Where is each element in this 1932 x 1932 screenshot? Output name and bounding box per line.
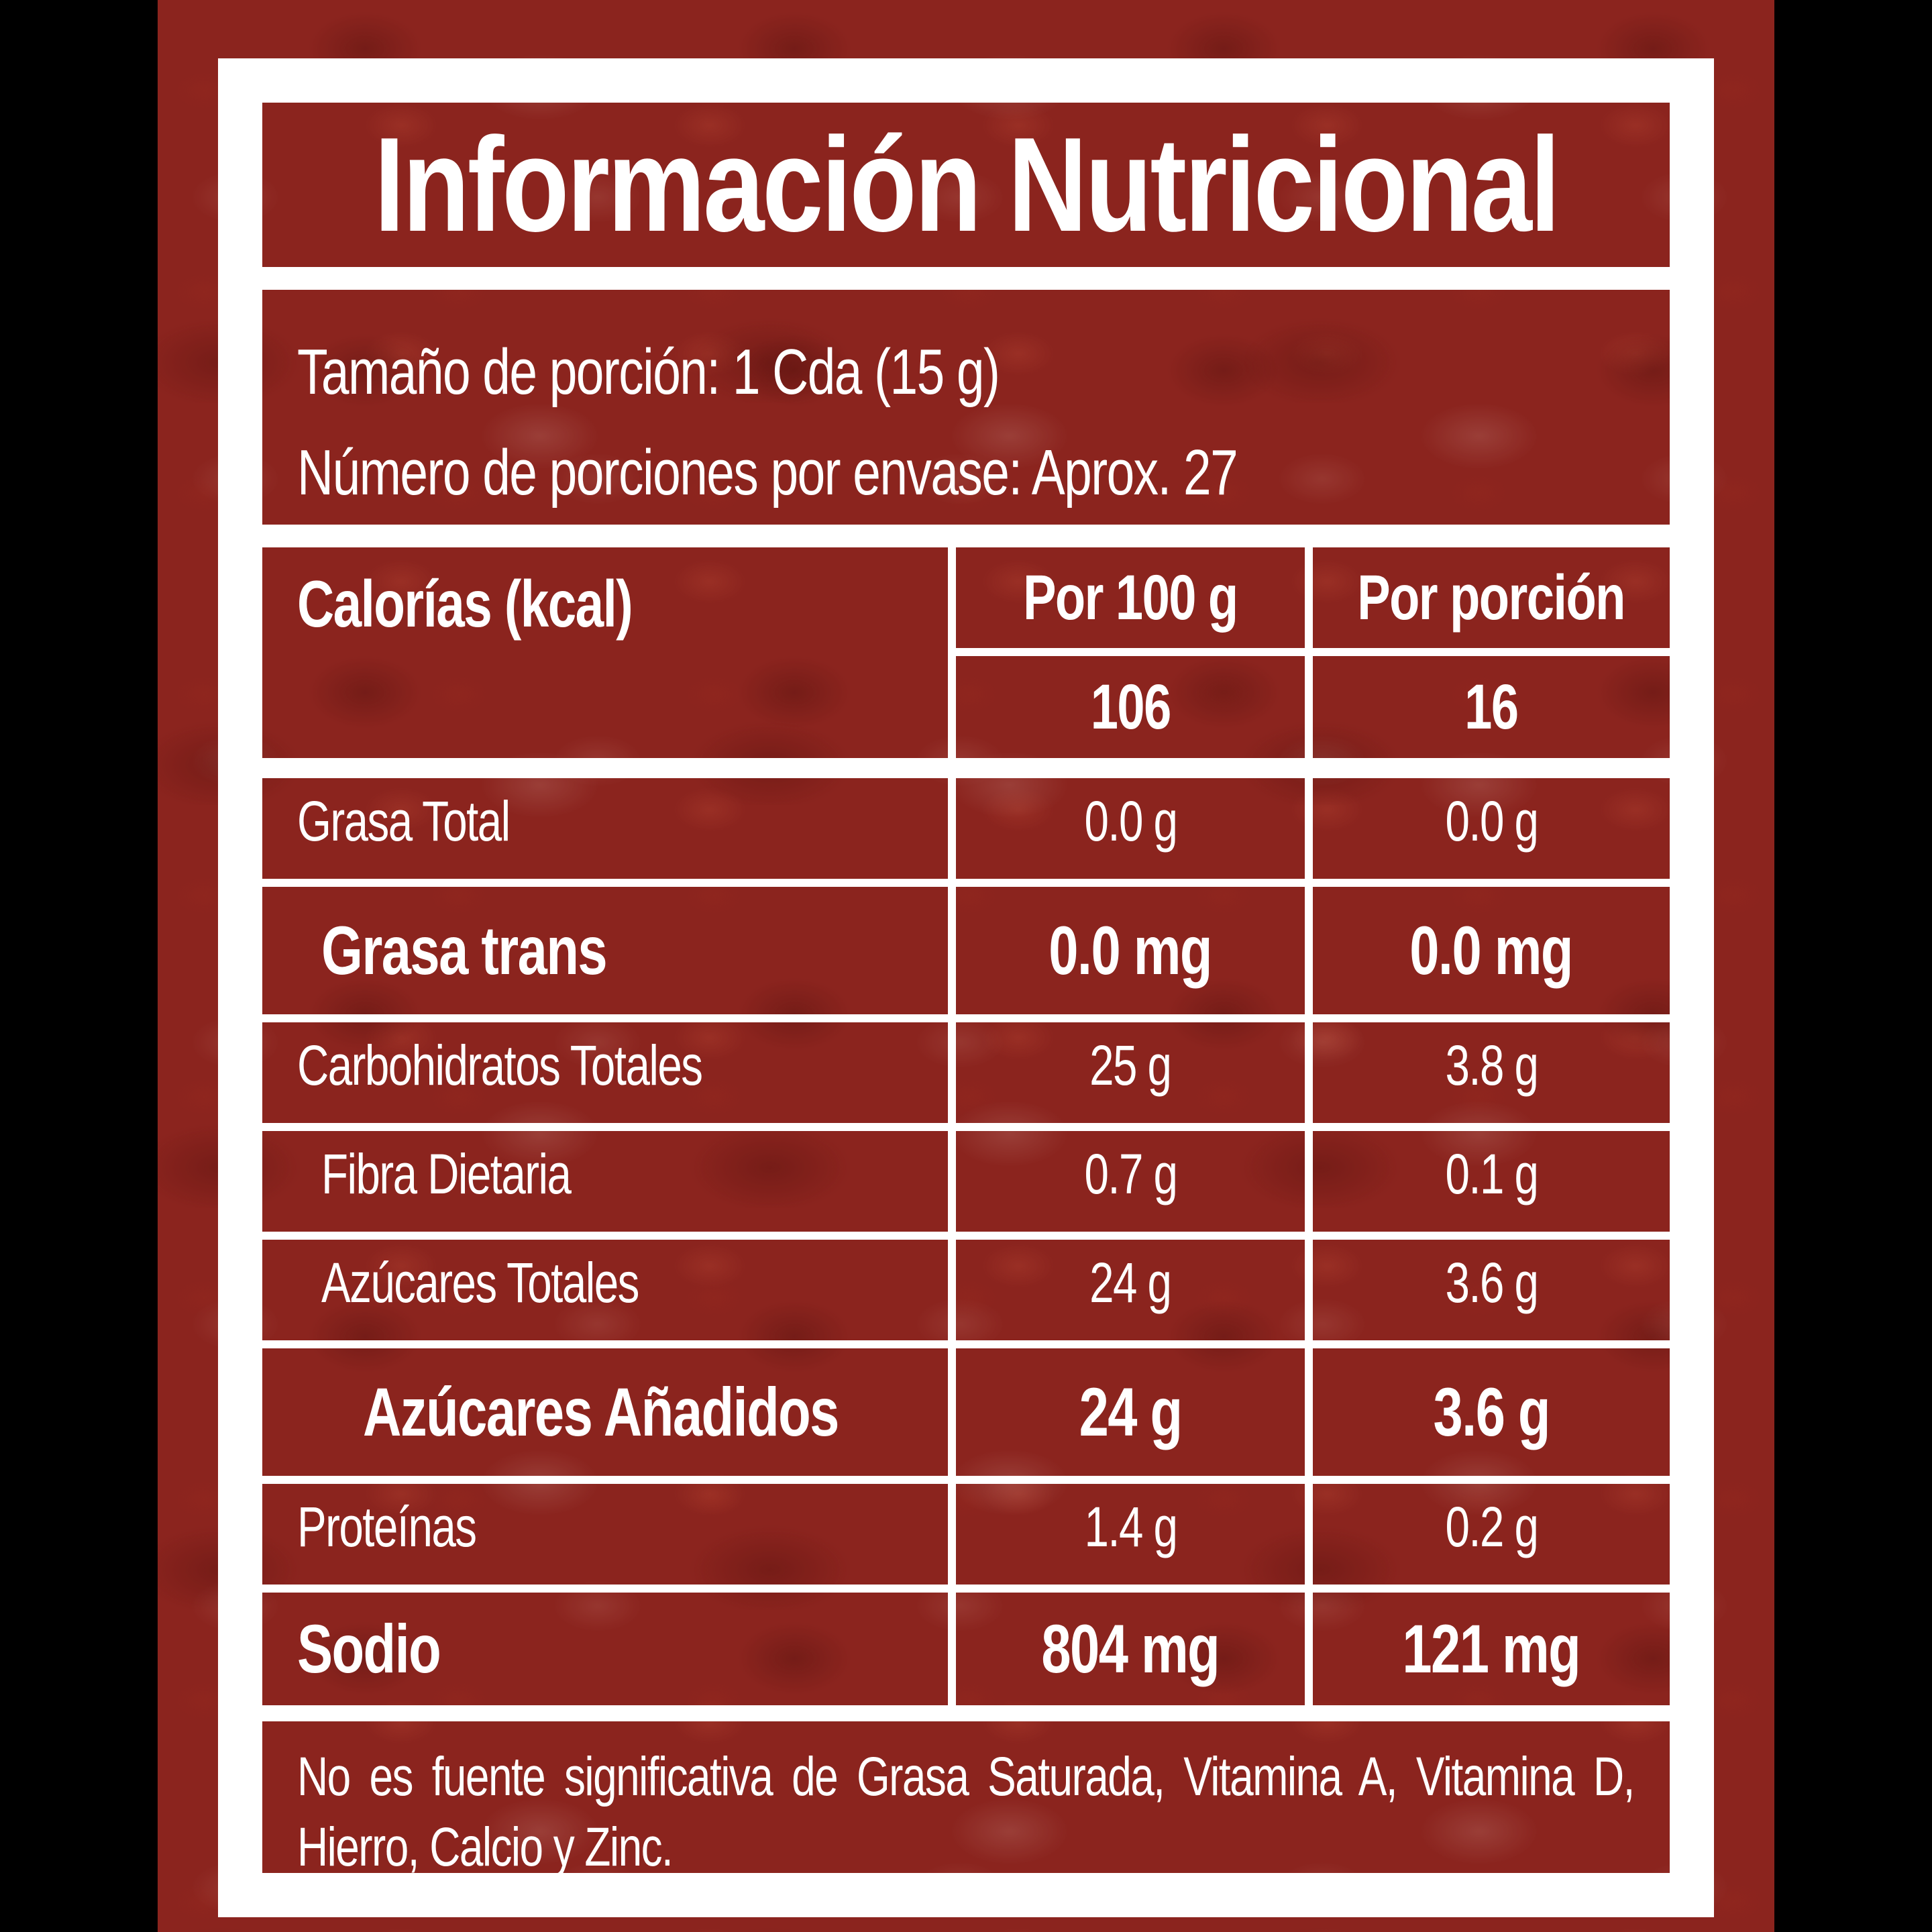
nutrient-per-100g-cell: 804 mg [956,1593,1305,1705]
nutrient-row-azucares-anadidos: Azúcares Añadidos 24 g 3.6 g [262,1348,1670,1476]
column-header-per-portion: Por porción [1313,547,1670,648]
nutrient-label-cell: Grasa Total [262,778,948,879]
nutrient-label-cell: Carbohidratos Totales [262,1022,948,1123]
nutrient-per-portion-cell: 0.1 g [1313,1131,1670,1232]
nutrient-per-portion-cell: 121 mg [1313,1593,1670,1705]
footnote-text: No es fuente significativa de Grasa Satu… [297,1746,1635,1878]
nutrient-label-cell: Azúcares Totales [262,1240,948,1340]
nutrient-label-cell: Azúcares Añadidos [262,1348,948,1476]
nutrient-per-100g-cell: 24 g [956,1348,1305,1476]
nutrient-per-100g-cell: 1.4 g [956,1484,1305,1585]
nutrient-per-100g-cell: 24 g [956,1240,1305,1340]
nutrient-label-cell: Proteínas [262,1484,948,1585]
nutrient-label-cell: Sodio [262,1593,948,1705]
nutrient-per-portion-cell: 0.0 mg [1313,887,1670,1014]
nutrient-per-100g-cell: 0.7 g [956,1131,1305,1232]
calories-values-row: 106 16 [956,656,1670,758]
nutrient-row-grasa-total: Grasa Total 0.0 g 0.0 g [262,778,1670,879]
nutrient-row-proteinas: Proteínas 1.4 g 0.2 g [262,1484,1670,1585]
nutrient-per-100g-cell: 25 g [956,1022,1305,1123]
nutrient-row-azucares-totales: Azúcares Totales 24 g 3.6 g [262,1240,1670,1340]
calories-per-portion-value: 16 [1313,656,1670,758]
label-content: Información Nutricional Tamaño de porció… [262,103,1670,1878]
nutrient-row-carbohidratos: Carbohidratos Totales 25 g 3.8 g [262,1022,1670,1123]
nutrient-row-fibra: Fibra Dietaria 0.7 g 0.1 g [262,1131,1670,1232]
nutrient-per-100g-cell: 0.0 mg [956,887,1305,1014]
column-header-per-100g: Por 100 g [956,547,1305,648]
nutrient-per-portion-cell: 0.0 g [1313,778,1670,879]
nutrient-row-sodio: Sodio 804 mg 121 mg [262,1593,1670,1705]
nutrient-row-grasa-trans: Grasa trans 0.0 mg 0.0 mg [262,887,1670,1014]
nutrient-label-cell: Fibra Dietaria [262,1131,948,1232]
calories-table: Calorías (kcal) Por 100 g Por porción 10… [262,547,1670,758]
footnote-box: No es fuente significativa de Grasa Satu… [262,1721,1670,1878]
calories-per-100g-value: 106 [956,656,1305,758]
nutrient-per-portion-cell: 3.6 g [1313,1348,1670,1476]
label-title-box: Información Nutricional [262,103,1670,267]
nutrient-per-portion-cell: 0.2 g [1313,1484,1670,1585]
label-title: Información Nutricional [374,109,1560,260]
nutrient-per-100g-cell: 0.0 g [956,778,1305,879]
servings-per-container-line: Número de porciones por envase: Aprox. 2… [297,437,1238,508]
calories-label: Calorías (kcal) [297,567,633,641]
serving-size-line: Tamaño de porción: 1 Cda (15 g) [297,336,1000,408]
nutrient-per-portion-cell: 3.8 g [1313,1022,1670,1123]
label-frame: Información Nutricional Tamaño de porció… [218,58,1714,1917]
calories-label-cell: Calorías (kcal) [262,547,948,758]
nutrient-per-portion-cell: 3.6 g [1313,1240,1670,1340]
calories-header-row: Por 100 g Por porción [956,547,1670,648]
serving-info-box: Tamaño de porción: 1 Cda (15 g) Número d… [262,290,1670,525]
calories-columns: Por 100 g Por porción 106 16 [956,547,1670,758]
nutrient-label-cell: Grasa trans [262,887,948,1014]
